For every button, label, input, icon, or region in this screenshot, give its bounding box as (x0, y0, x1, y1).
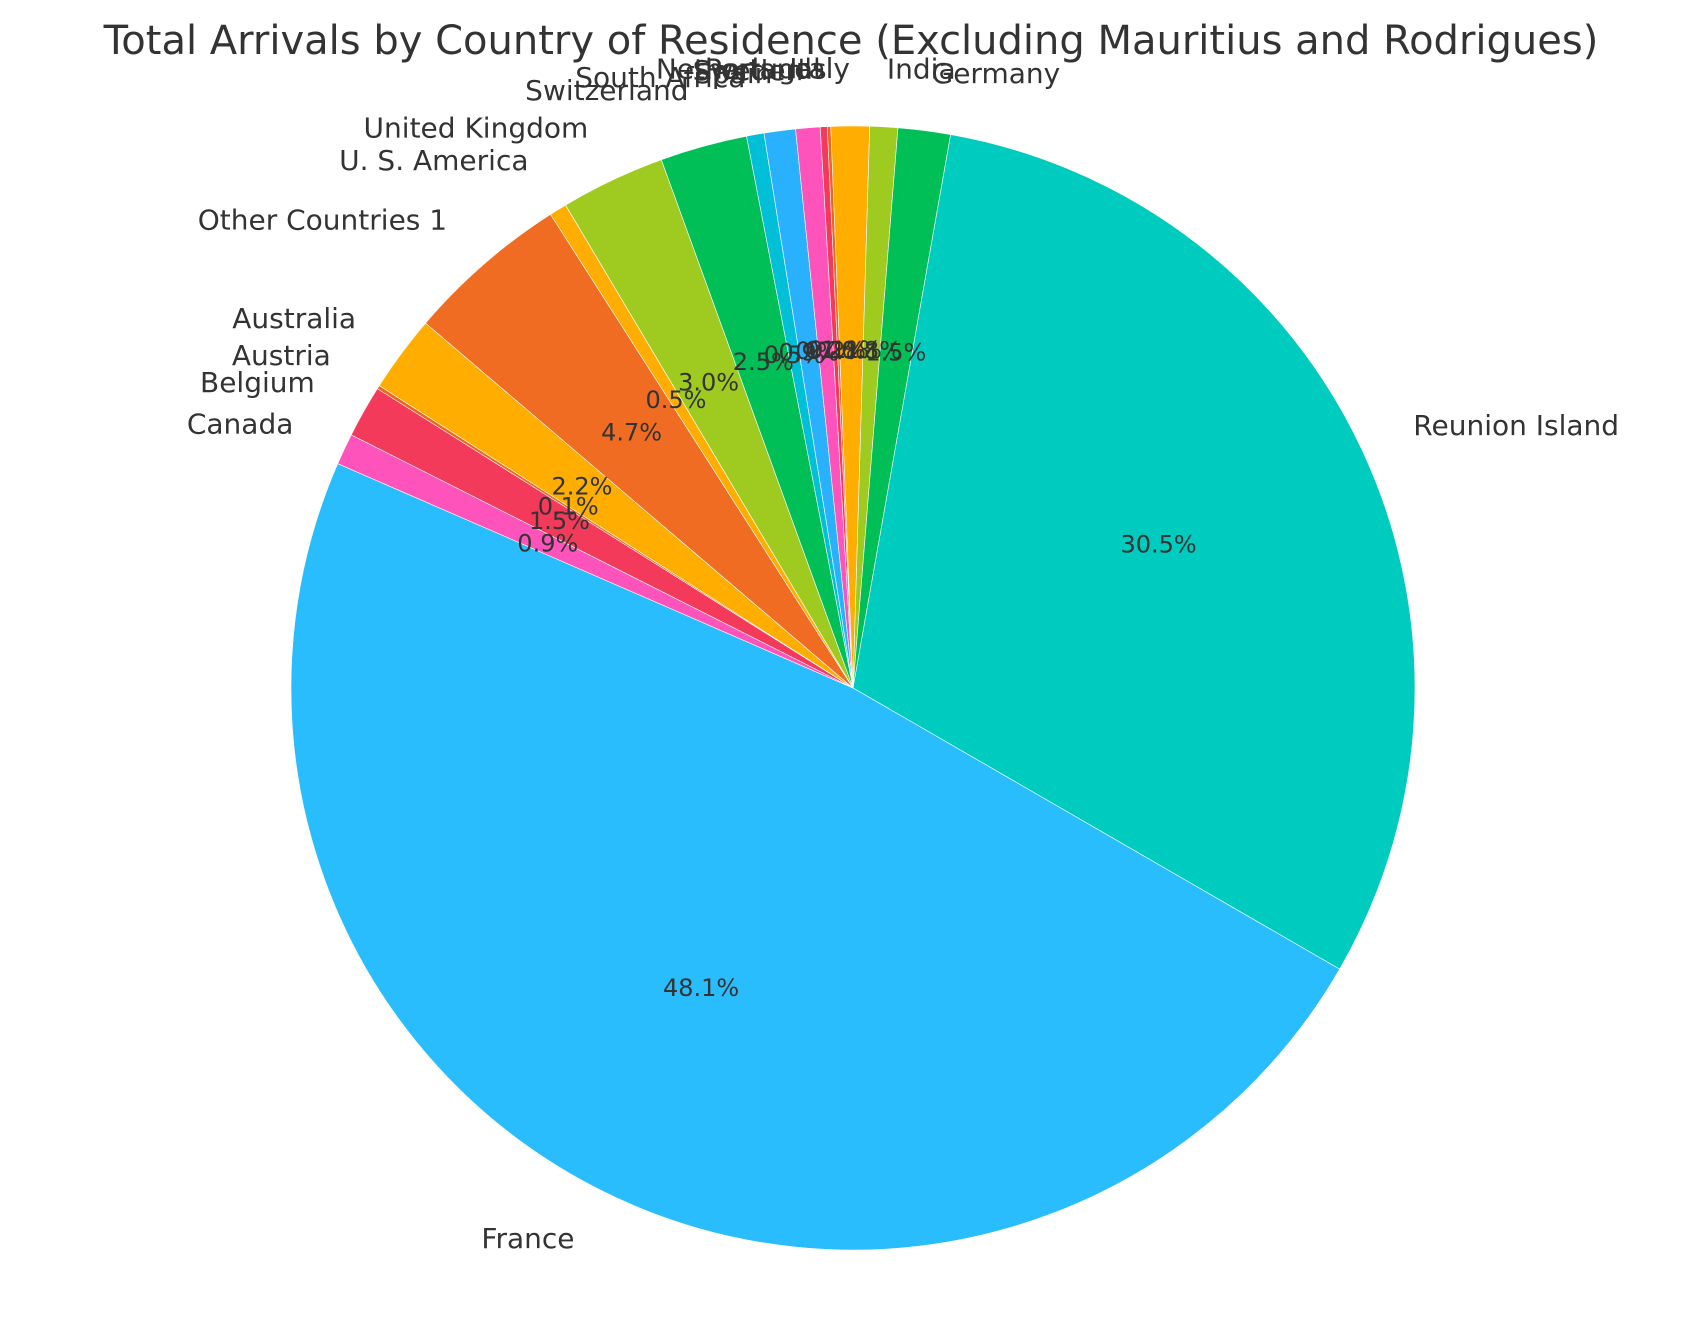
slice-label-portugal: Portugal (705, 53, 821, 86)
percent-labels: 30.5%48.1%0.9%1.5%0.1%2.2%4.7%0.5%3.0%2.… (517, 336, 1196, 1002)
slice-label-other-countries-1: Other Countries 1 (198, 204, 447, 237)
slice-label-canada: Canada (187, 407, 294, 440)
slice-label-sweden: Sweden (693, 54, 804, 87)
slice-label-netherlands: Netherlands (656, 52, 827, 85)
slice-percent-united-kingdom: 3.0% (678, 368, 739, 396)
slice-percent-sweden: 0.7% (795, 337, 856, 365)
pie-slice-other-countries-1 (425, 213, 854, 689)
slice-percent-australia: 2.2% (552, 472, 613, 500)
slice-label-india: India (887, 53, 956, 86)
slice-percent-south-africa: 0.5% (764, 341, 825, 369)
slice-percent-reunion-island: 30.5% (1120, 531, 1196, 559)
category-labels: Reunion Island France Canada BelgiumAustria… (187, 52, 1619, 1255)
slice-percent-belgium: 1.5% (529, 507, 590, 535)
pie-slices (290, 125, 1416, 1251)
slice-label-belgium: Belgium (200, 366, 315, 399)
slice-label-france: France (481, 1222, 574, 1255)
slice-label-south-africa: South Africa (575, 61, 745, 94)
slice-label-italy: Italy (789, 52, 850, 85)
pie-slice-germany (852, 127, 951, 689)
slice-label-germany: Germany (932, 57, 1061, 90)
pie-slice-reunion-island (852, 134, 1416, 970)
chart-title: Total Arrivals by Country of Residence (… (103, 18, 1599, 64)
slice-percent-germany: 1.5% (865, 339, 926, 367)
slice-label-switzerland: Switzerland (525, 74, 688, 107)
slice-percent-other-countries-1: 4.7% (601, 419, 662, 447)
slice-percent-austria: 0.1% (538, 493, 599, 521)
slice-percent-india: 0.8% (841, 336, 902, 364)
slice-label-spain: Spain (694, 57, 772, 90)
slice-percent-france: 48.1% (663, 974, 739, 1002)
slice-label-austria: Austria (232, 339, 331, 372)
slice-label-reunion-island: Reunion Island (1413, 409, 1619, 442)
pie-slice-france (290, 463, 1341, 1251)
slice-percent-canada: 0.9% (517, 530, 578, 558)
slice-label-united-kingdom: United Kingdom (364, 111, 589, 144)
slice-label-u-s-america: U. S. America (339, 144, 528, 177)
slice-percent-u-s-america: 0.5% (646, 386, 707, 414)
slice-percent-netherlands: 0.1% (808, 336, 869, 364)
slice-label-australia: Australia (232, 302, 356, 335)
slice-percent-portugal: 0.2% (805, 336, 866, 364)
slice-percent-spain: 0.9% (779, 339, 840, 367)
slice-percent-italy: 1.1% (821, 336, 882, 364)
slice-percent-switzerland: 2.5% (733, 348, 794, 376)
